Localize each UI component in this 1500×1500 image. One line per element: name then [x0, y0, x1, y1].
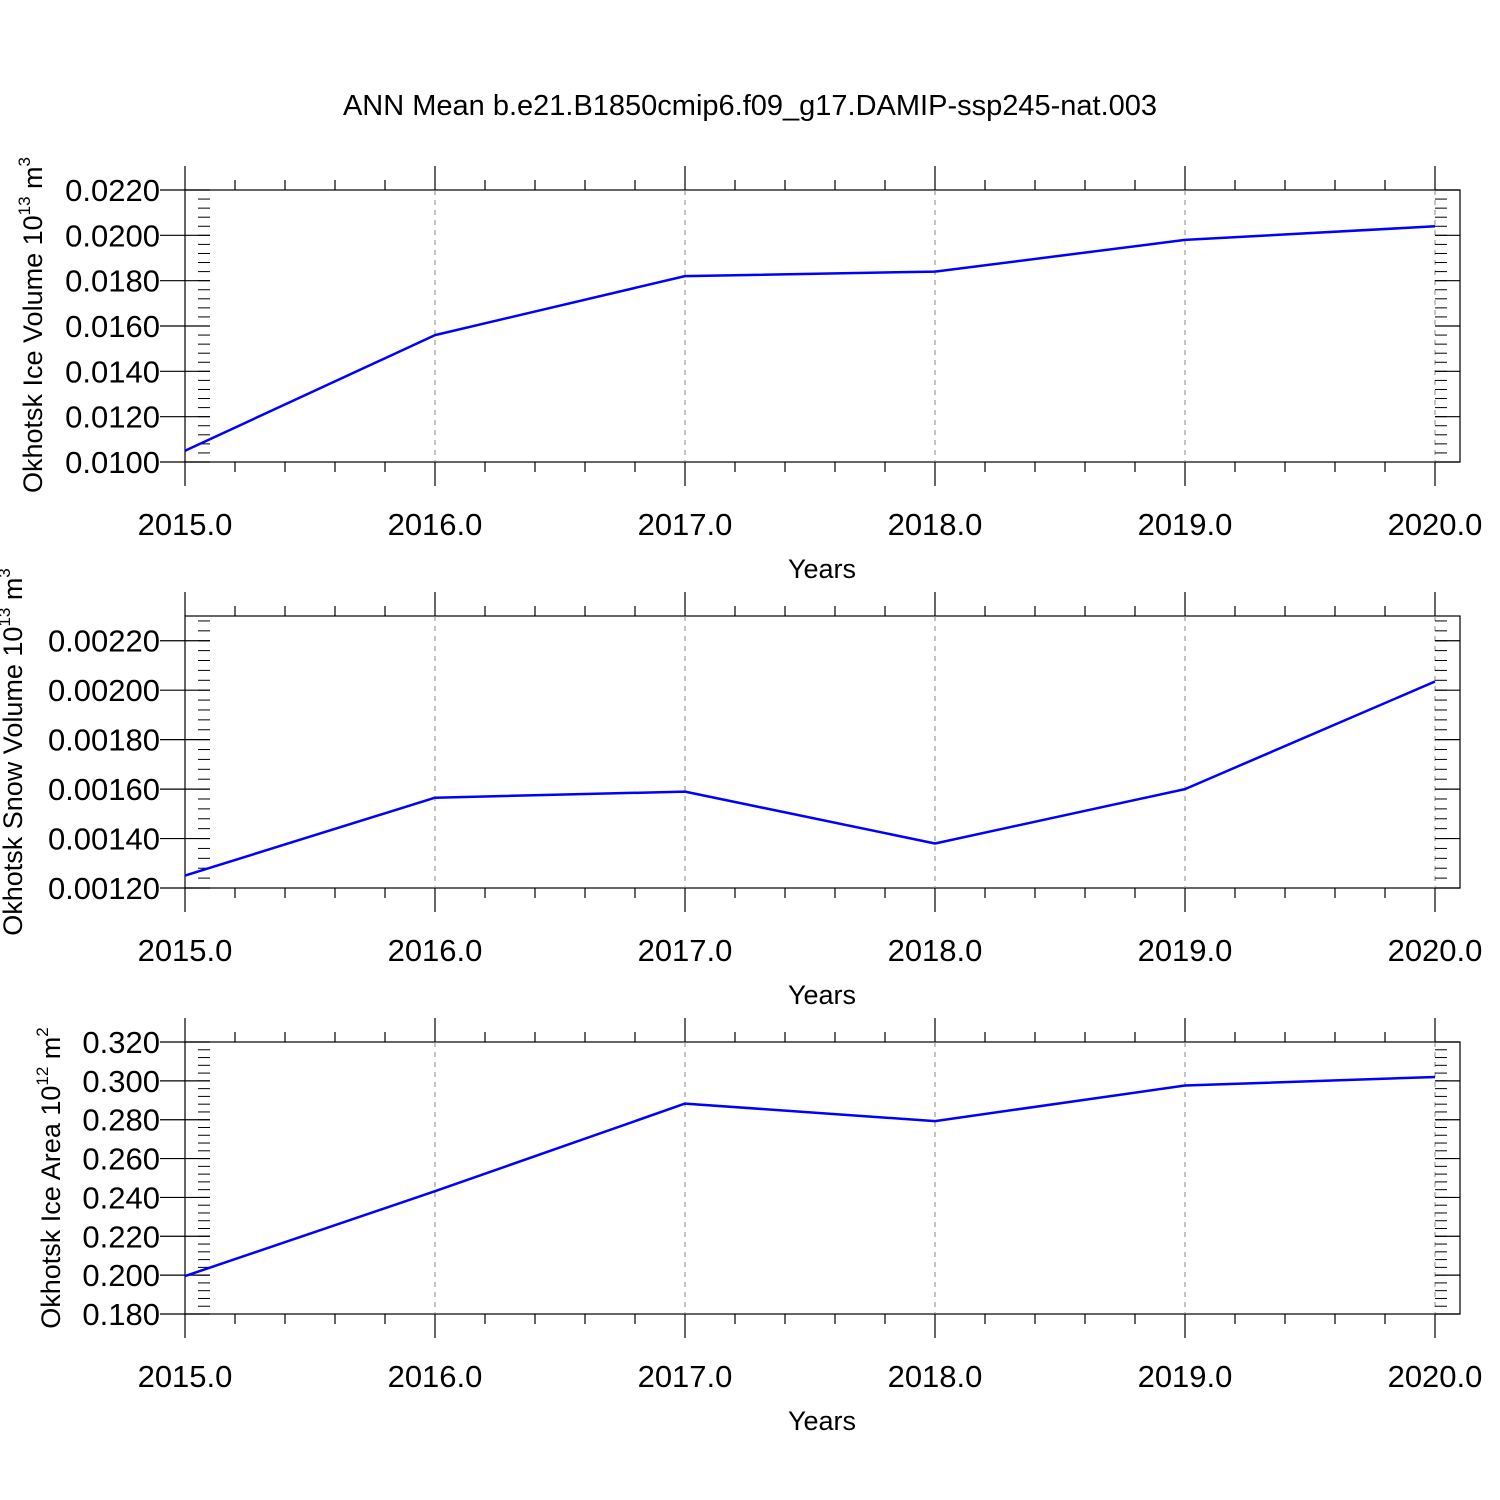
x-tick-label: 2017.0: [638, 1359, 733, 1394]
panel-1: 2015.0 2016.0 2017.0 2018.0 2019.0 2020.0 Year…: [15, 157, 1482, 584]
y-tick-label: 0.0180: [65, 264, 160, 299]
y-tick-label: 0.00140: [48, 822, 160, 857]
x-axis-label: Years: [788, 1406, 856, 1436]
x-axis-label: Years: [788, 554, 856, 584]
x-tick-label: 2020.0: [1388, 507, 1483, 542]
panel-3: 2015.0 2016.0 2017.0 2018.0 2019.0 2020.0 Year…: [33, 1018, 1482, 1436]
x-tick-label: 2015.0: [138, 507, 233, 542]
x-tick-label: 2017.0: [638, 933, 733, 968]
x-tick-label: 2020.0: [1388, 933, 1483, 968]
y-tick-label: 0.220: [82, 1219, 160, 1254]
y-tick-label: 0.00200: [48, 673, 160, 708]
y-tick-label: 0.0100: [65, 445, 160, 480]
x-tick-label: 2019.0: [1138, 1359, 1233, 1394]
x-tick-label: 2019.0: [1138, 507, 1233, 542]
y-axis-label: Okhotsk Snow Volume 1013 m3: [0, 568, 28, 936]
y-tick-label: 0.300: [82, 1064, 160, 1099]
y-tick-label: 0.00120: [48, 871, 160, 906]
y-tick-label: 0.0140: [65, 354, 160, 389]
y-tick-label: 0.240: [82, 1180, 160, 1215]
x-tick-label: 2015.0: [138, 933, 233, 968]
y-tick-label: 0.00180: [48, 723, 160, 758]
x-tick-label: 2016.0: [388, 1359, 483, 1394]
x-tick-label: 2018.0: [888, 933, 983, 968]
plot-frame: [184, 615, 1461, 889]
x-axis-label: Years: [788, 980, 856, 1010]
x-tick-label: 2015.0: [138, 1359, 233, 1394]
x-tick-label: 2018.0: [888, 507, 983, 542]
x-tick-label: 2016.0: [388, 507, 483, 542]
plot-frame: [184, 1041, 1461, 1315]
y-tick-label: 0.200: [82, 1258, 160, 1293]
x-tick-label: 2017.0: [638, 507, 733, 542]
y-tick-label: 0.320: [82, 1025, 160, 1060]
y-tick-label: 0.280: [82, 1103, 160, 1138]
y-tick-label: 0.00220: [48, 624, 160, 659]
x-tick-label: 2020.0: [1388, 1359, 1483, 1394]
x-tick-label: 2016.0: [388, 933, 483, 968]
y-tick-label: 0.00160: [48, 772, 160, 807]
y-tick-label: 0.0120: [65, 400, 160, 435]
y-axis-label: Okhotsk Ice Area 1012 m2: [33, 1027, 66, 1329]
y-tick-label: 0.260: [82, 1142, 160, 1177]
series-line: [184, 1075, 1436, 1278]
x-tick-label: 2018.0: [888, 1359, 983, 1394]
panel-2: 2015.0 2016.0 2017.0 2018.0 2019.0 2020.0 Year…: [0, 568, 1482, 1010]
y-tick-label: 0.180: [82, 1297, 160, 1332]
y-tick-label: 0.0200: [65, 218, 160, 253]
y-axis-label: Okhotsk Ice Volume 1013 m3: [15, 157, 48, 493]
y-tick-label: 0.0160: [65, 309, 160, 344]
series-line: [184, 225, 1436, 452]
figure-title: ANN Mean b.e21.B1850cmip6.f09_g17.DAMIP-…: [343, 90, 1157, 122]
y-tick-label: 0.0220: [65, 173, 160, 208]
series-line: [184, 680, 1436, 877]
plot-frame: [184, 189, 1461, 463]
x-tick-label: 2019.0: [1138, 933, 1233, 968]
